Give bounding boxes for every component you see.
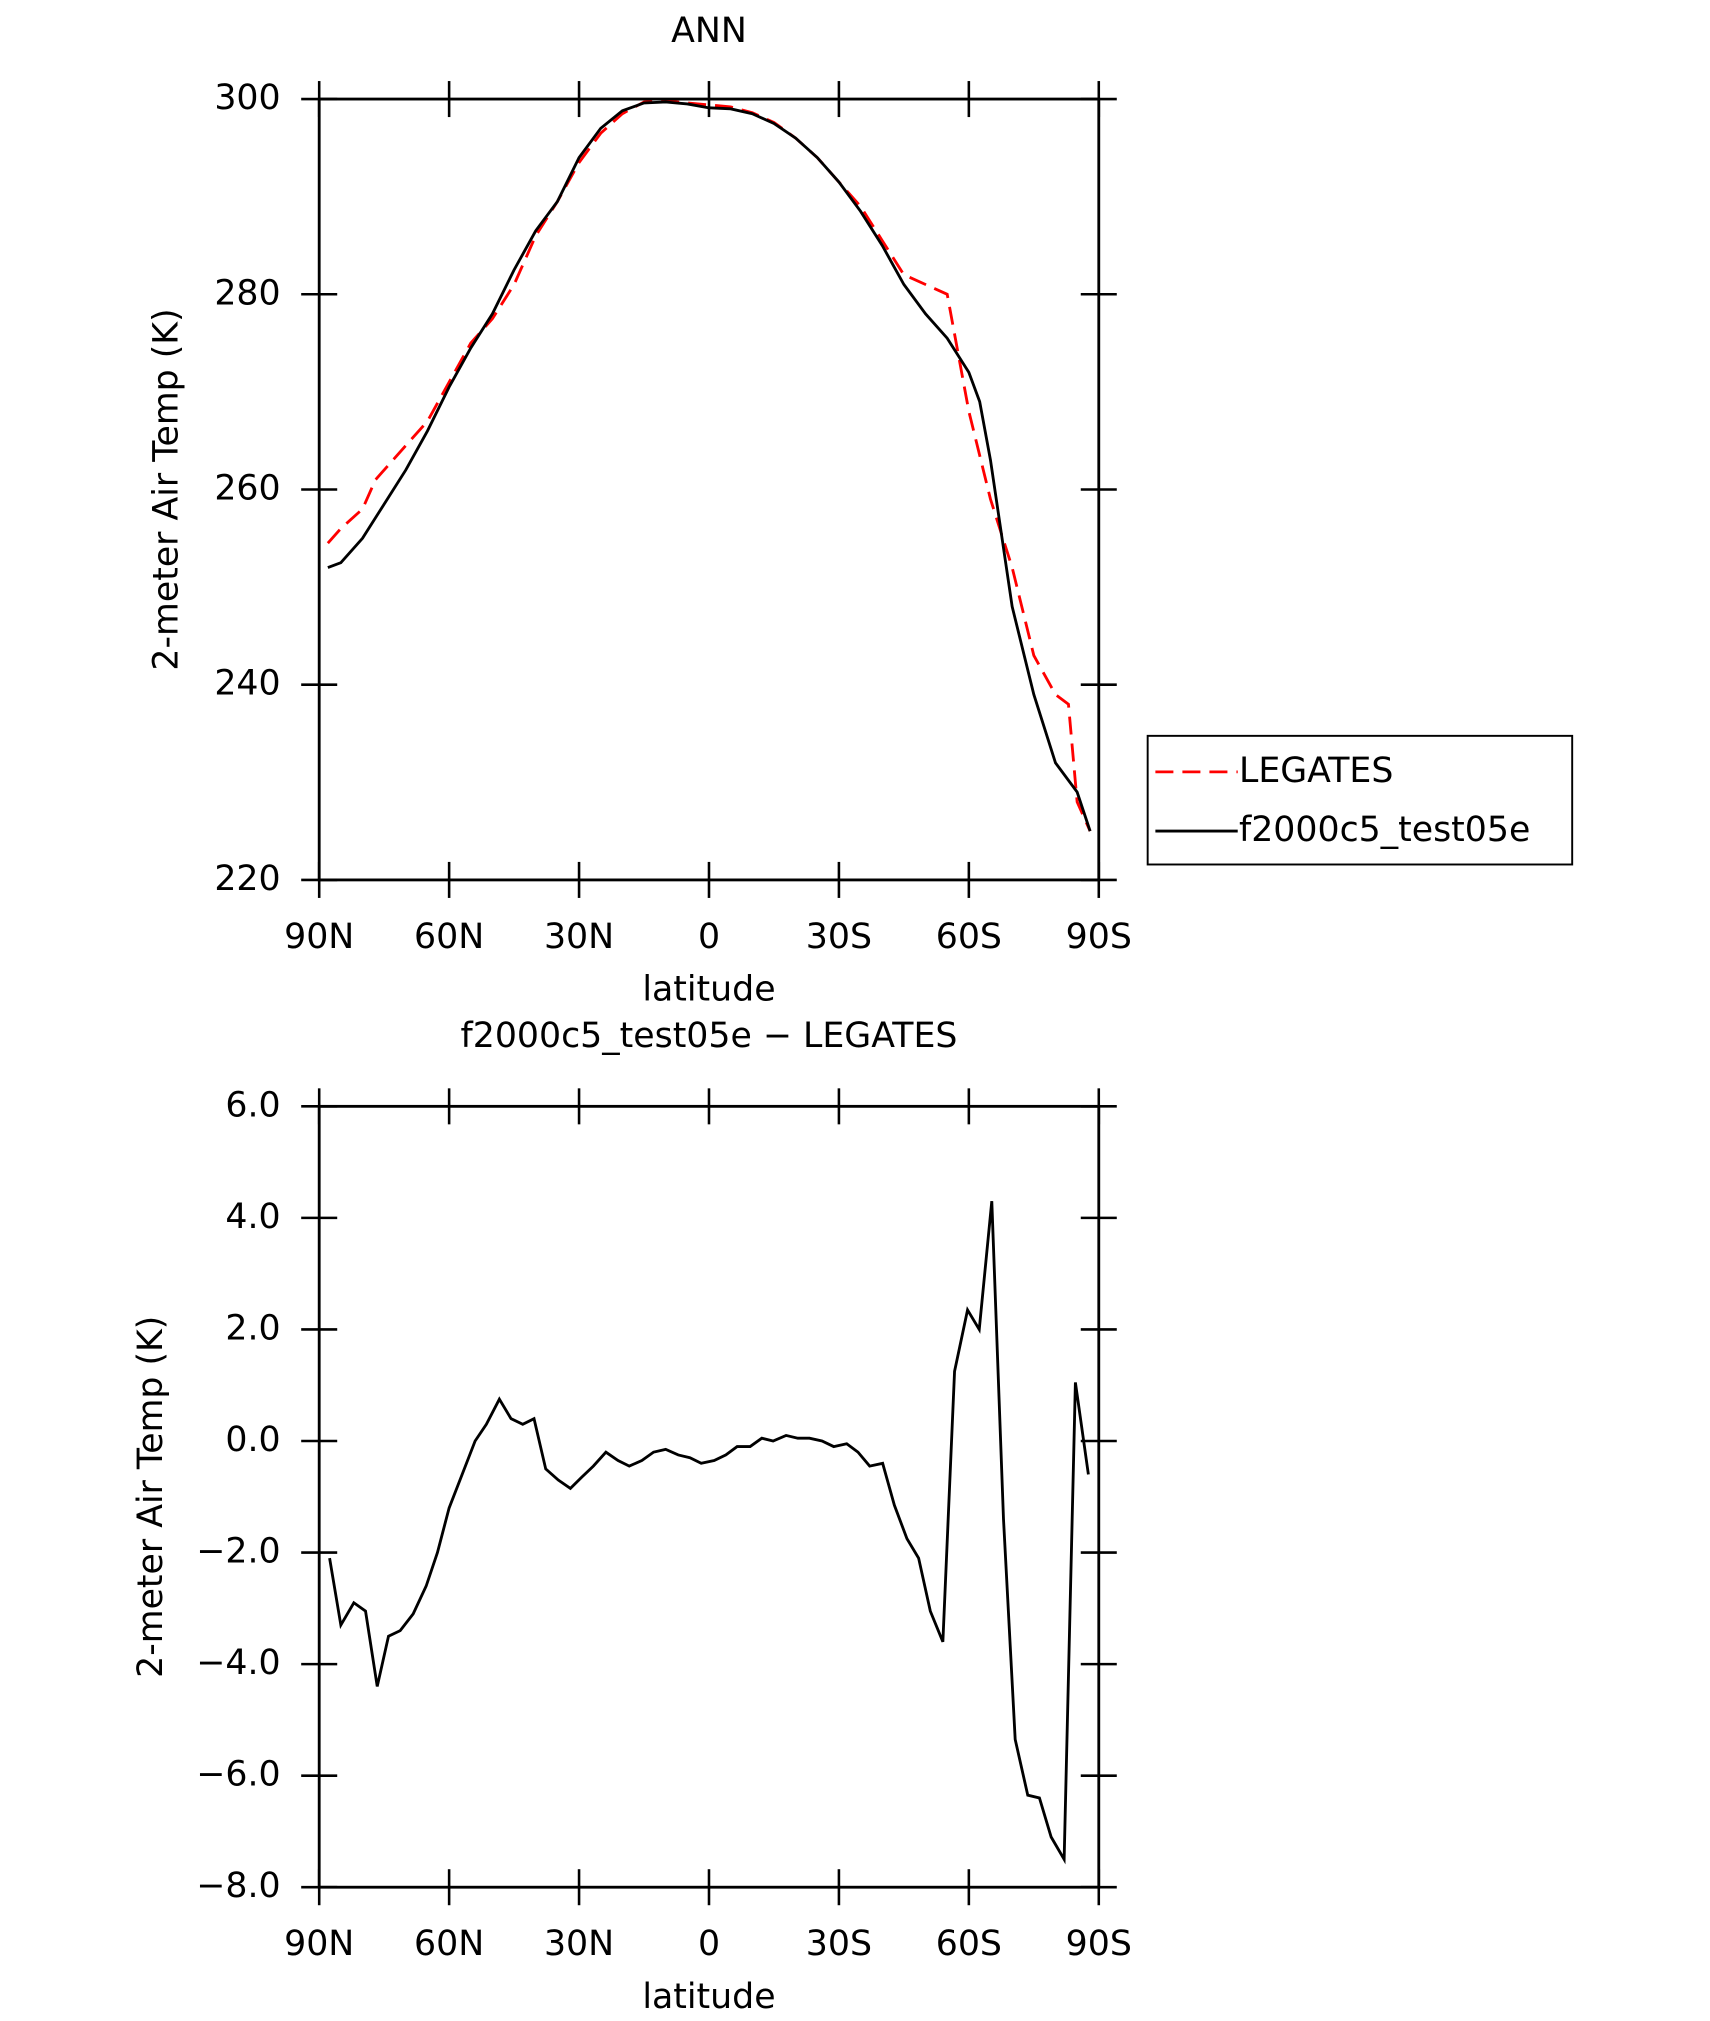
x-tick-label: 60N bbox=[414, 1924, 484, 1964]
x-tick-label: 0 bbox=[698, 917, 720, 957]
x-tick-label: 90N bbox=[284, 1924, 354, 1964]
x-tick-label: 30S bbox=[806, 917, 872, 957]
y-tick-label: 300 bbox=[214, 78, 280, 118]
y-tick-label: −4.0 bbox=[196, 1643, 280, 1683]
y-tick-label: −6.0 bbox=[196, 1755, 280, 1795]
y-tick-label: −2.0 bbox=[196, 1532, 280, 1572]
data-line bbox=[326, 99, 1092, 832]
x-tick-label: 30N bbox=[544, 1924, 614, 1964]
y-tick-label: −8.0 bbox=[196, 1866, 280, 1906]
x-tick-label: 30S bbox=[806, 1924, 872, 1964]
y-tick-label: 220 bbox=[214, 859, 280, 899]
plot-frame bbox=[317, 1104, 1101, 1889]
y-tick-label: 280 bbox=[214, 273, 280, 313]
y-tick-label: 240 bbox=[214, 664, 280, 704]
y-tick-label: 2.0 bbox=[225, 1308, 280, 1348]
y-tick-label: 6.0 bbox=[225, 1085, 280, 1125]
x-tick-label: 60N bbox=[414, 917, 484, 957]
plot-frame bbox=[317, 97, 1101, 882]
data-line bbox=[327, 100, 1092, 832]
x-tick-label: 90N bbox=[284, 917, 354, 957]
chart-title: f2000c5_test05e − LEGATES bbox=[461, 1016, 958, 1056]
x-tick-label: 60S bbox=[936, 1924, 1002, 1964]
x-tick-label: 90S bbox=[1066, 1924, 1132, 1964]
data-line bbox=[328, 1201, 1090, 1865]
x-tick-label: 60S bbox=[936, 917, 1002, 957]
chart-title: ANN bbox=[671, 11, 747, 51]
y-axis-label: 2-meter Air Temp (K) bbox=[131, 1316, 171, 1678]
x-tick-label: 90S bbox=[1066, 917, 1132, 957]
x-axis-label: latitude bbox=[642, 970, 775, 1010]
legend-label: f2000c5_test05e bbox=[1239, 810, 1530, 850]
legend-box bbox=[1146, 734, 1574, 866]
x-axis-label: latitude bbox=[642, 1977, 775, 2017]
y-axis-label: 2-meter Air Temp (K) bbox=[146, 308, 186, 670]
x-tick-label: 0 bbox=[698, 1924, 720, 1964]
x-tick-label: 30N bbox=[544, 917, 614, 957]
y-tick-label: 0.0 bbox=[225, 1420, 280, 1460]
y-tick-label: 260 bbox=[214, 468, 280, 508]
legend-label: LEGATES bbox=[1239, 751, 1393, 791]
y-tick-label: 4.0 bbox=[225, 1197, 280, 1237]
